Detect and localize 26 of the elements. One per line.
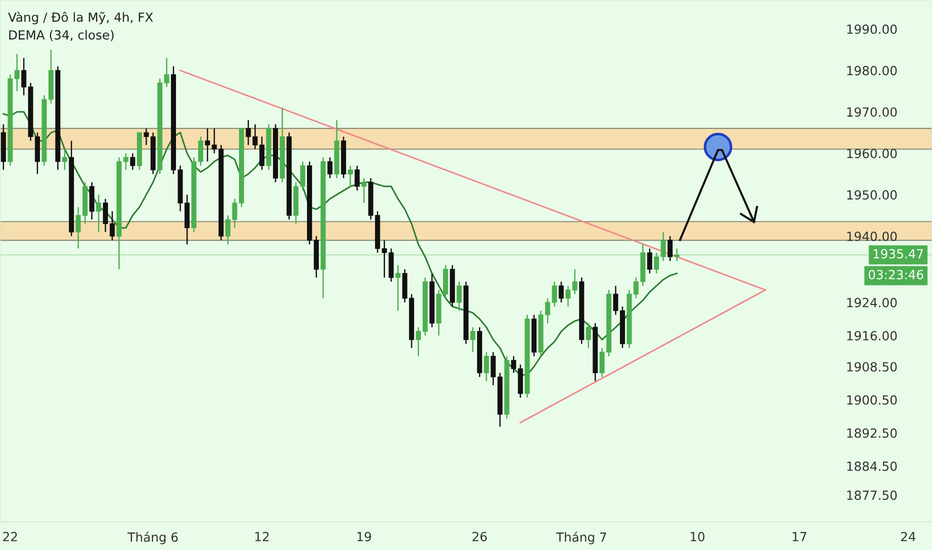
y-tick-label: 1900.50	[847, 395, 897, 405]
y-tick-label: 1908.50	[847, 362, 897, 372]
text: Vàng / Đô la Mỹ, 4h, FX	[8, 12, 153, 24]
text: DEMA (34, close)	[9, 30, 114, 42]
x-tick-label: 19	[357, 532, 372, 542]
x-tick-label: 26	[472, 532, 487, 542]
y-tick-label: 1960.00	[847, 148, 897, 158]
y-tick-label: 1884.50	[847, 462, 897, 471]
y-tick-label: 1924.00	[847, 298, 897, 308]
y-tick-label: 1950.00	[847, 190, 897, 200]
y-tick-label: 1916.00	[847, 331, 897, 340]
x-tick-label: 22	[3, 532, 17, 542]
annotation: 03:23:46	[868, 270, 924, 280]
y-tick-label: 1970.00	[847, 107, 897, 117]
y-tick-label: 1940.00	[847, 232, 897, 242]
ref-line-label: 1935.47	[874, 249, 923, 259]
x-tick-label: 10	[690, 532, 704, 542]
y-tick-label: 1990.00	[847, 24, 897, 34]
x-tick-label: Tháng 7	[556, 532, 606, 544]
y-tick-label: 1980.00	[847, 66, 897, 76]
x-tick-label: 12	[255, 532, 269, 542]
y-tick-label: 1877.50	[847, 490, 897, 500]
x-tick-label: 24	[901, 532, 916, 542]
y-tick-label: 1892.50	[847, 428, 897, 438]
x-tick-label: Tháng 6	[128, 532, 178, 544]
x-tick-label: 17	[792, 532, 806, 542]
